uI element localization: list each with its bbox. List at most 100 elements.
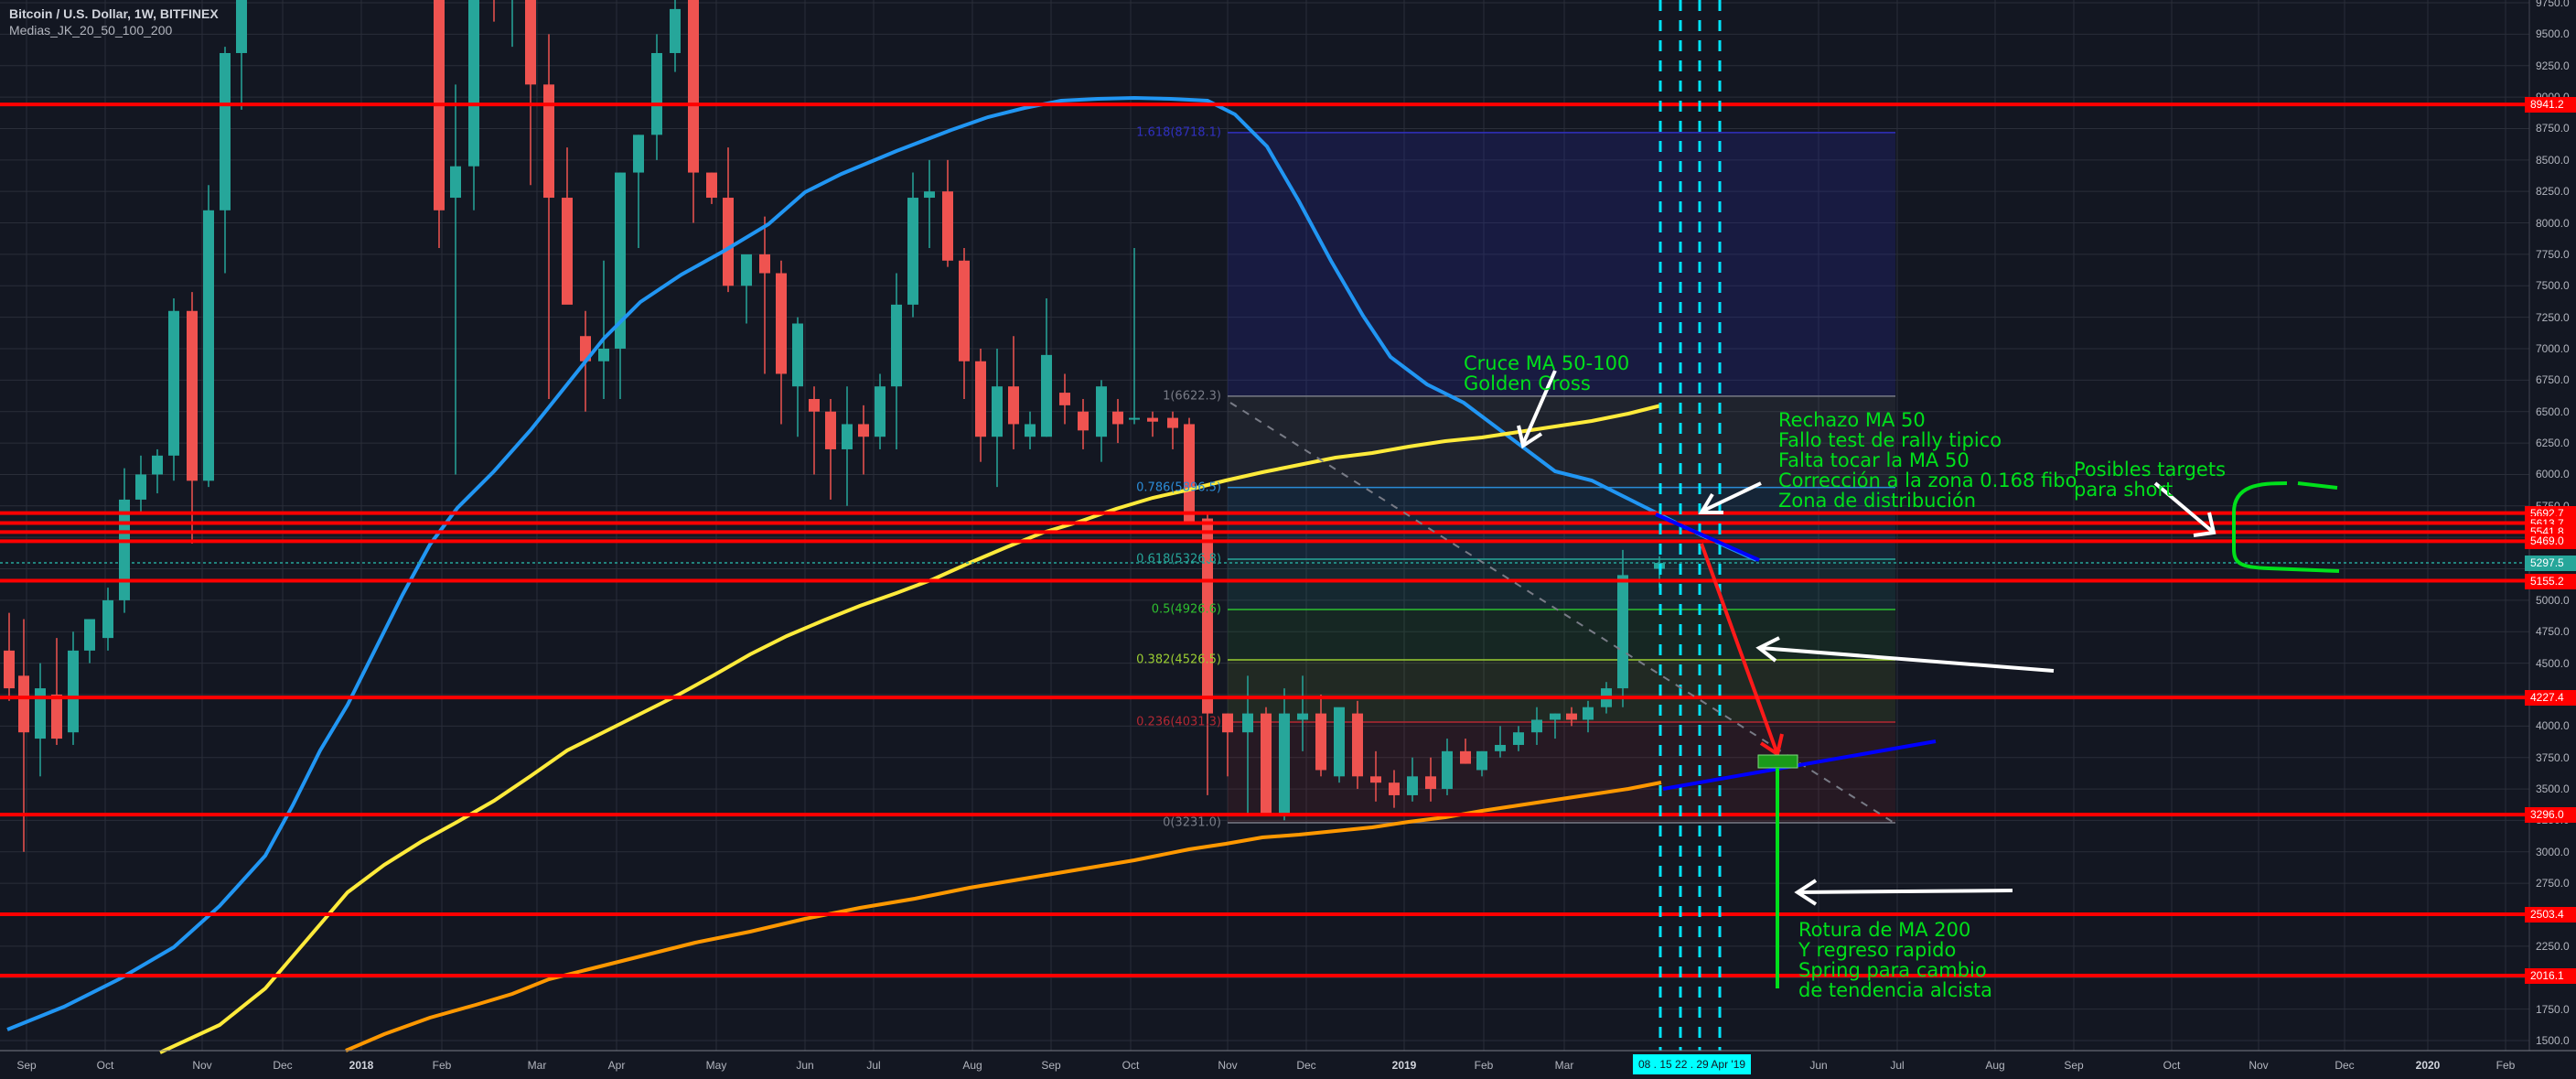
target-box[interactable] xyxy=(1757,754,1798,769)
annotation-targets[interactable]: Posibles targets para short xyxy=(2074,459,2227,501)
horizontal-levels xyxy=(0,103,2529,978)
price-tick: 7500.0 xyxy=(2536,279,2570,293)
fib-label-0-5: 0.5(4926.6) xyxy=(1151,602,1221,617)
candle xyxy=(1617,549,1628,707)
candle xyxy=(84,619,95,664)
candle xyxy=(975,348,986,462)
candle xyxy=(1370,750,1381,802)
candle xyxy=(759,216,770,374)
price-tick: 2250.0 xyxy=(2536,939,2570,953)
candle xyxy=(688,0,699,223)
price-tick: 5000.0 xyxy=(2536,593,2570,607)
candles xyxy=(4,0,1665,852)
candle xyxy=(187,292,198,545)
time-label: May xyxy=(705,1059,727,1072)
ma20-line xyxy=(6,95,1757,1031)
price-tick: 9250.0 xyxy=(2536,59,2570,72)
candle xyxy=(511,0,513,48)
candle xyxy=(1334,707,1345,783)
candle xyxy=(152,448,163,494)
candle xyxy=(493,0,495,22)
candle xyxy=(1096,380,1107,462)
candle xyxy=(1147,411,1158,437)
candle xyxy=(633,135,644,249)
candle xyxy=(598,260,609,399)
time-label: 2018 xyxy=(349,1059,374,1072)
price-level-label: 3296.0 xyxy=(2525,807,2576,824)
time-label: Oct xyxy=(2163,1059,2181,1072)
candle xyxy=(1184,417,1195,525)
arrow-ma200 xyxy=(1797,889,2013,894)
candle xyxy=(1476,750,1487,777)
time-label: Dec xyxy=(1296,1059,1316,1072)
time-label: 2020 xyxy=(2415,1059,2441,1072)
arrow-rechazo-head xyxy=(1698,492,1723,514)
time-label: Feb xyxy=(432,1059,452,1072)
price-tick: 8750.0 xyxy=(2536,122,2570,135)
price-level-label: 2016.1 xyxy=(2525,968,2576,985)
candle xyxy=(842,386,853,506)
price-tick: 7750.0 xyxy=(2536,247,2570,261)
grid xyxy=(0,0,2529,1051)
candle xyxy=(809,386,820,475)
candle xyxy=(1389,770,1400,808)
candle xyxy=(1025,411,1036,449)
resistance-trend-line[interactable] xyxy=(1655,513,1760,562)
candle xyxy=(792,317,803,437)
projection-arrow[interactable] xyxy=(1700,543,1779,755)
candle xyxy=(1202,512,1213,795)
candle xyxy=(907,172,918,318)
price-tick: 1750.0 xyxy=(2536,1002,2570,1016)
candle xyxy=(1495,726,1506,758)
candle xyxy=(992,348,1003,488)
candle xyxy=(450,84,461,475)
candle xyxy=(776,260,787,425)
candle xyxy=(1261,707,1272,815)
arrow-fib-zone xyxy=(1760,646,2055,673)
candle xyxy=(1041,298,1052,437)
candle xyxy=(135,455,146,513)
candle xyxy=(723,147,734,293)
price-level-label: 8941.2 xyxy=(2525,97,2576,113)
arrow-golden-cross xyxy=(1521,370,1557,445)
time-label: Mar xyxy=(1554,1059,1574,1072)
candle xyxy=(891,273,902,449)
time-label: Sep xyxy=(2064,1059,2084,1072)
price-tick: 8000.0 xyxy=(2536,216,2570,230)
arrow-golden-cross-head xyxy=(1517,425,1543,449)
annotation-rotura[interactable]: Rotura de MA 200 Y regreso rapido Spring… xyxy=(1798,919,1992,1001)
candle xyxy=(615,172,626,399)
arrow-targets-head xyxy=(2193,512,2216,537)
candle xyxy=(1112,398,1123,444)
time-label: Feb xyxy=(1474,1059,1494,1072)
annotation-golden-cross[interactable]: Cruce MA 50-100 Golden Cross xyxy=(1464,352,1630,394)
arrow-ma200-head xyxy=(1794,879,1818,906)
ma50-line xyxy=(159,404,1662,1054)
candle xyxy=(35,663,46,777)
time-label: Dec xyxy=(2334,1059,2355,1072)
support-trend-line[interactable] xyxy=(1662,739,1937,791)
candle xyxy=(825,398,836,500)
candle xyxy=(1407,757,1418,802)
targets-bracket-dash xyxy=(2297,481,2338,490)
fib-label-0-618: 0.618(5326.8) xyxy=(1136,552,1221,566)
ma200-line xyxy=(345,781,1662,1052)
time-label: Jun xyxy=(1809,1059,1828,1072)
annotation-rechazo[interactable]: Rechazo MA 50 Fallo test de rally tipico… xyxy=(1778,409,2077,512)
arrow-rechazo xyxy=(1702,481,1762,513)
price-level-label: 2503.4 xyxy=(2525,907,2576,923)
arrow-fib-zone-head xyxy=(1755,636,1780,663)
candle xyxy=(1129,248,1140,425)
candle xyxy=(1583,700,1594,733)
price-tick: 9750.0 xyxy=(2536,0,2570,9)
price-tick: 6500.0 xyxy=(2536,405,2570,418)
chart-legend: Bitcoin / U.S. Dollar, 1W, BITFINEX Medi… xyxy=(9,5,219,38)
candle xyxy=(525,0,536,186)
candle xyxy=(875,373,886,449)
symbol-title[interactable]: Bitcoin / U.S. Dollar, 1W, BITFINEX xyxy=(9,6,219,21)
indicator-name[interactable]: Medias_JK_20_50_100_200 xyxy=(9,23,173,38)
fib-label-1-618: 1.618(8718.1) xyxy=(1136,125,1221,140)
time-label: Mar xyxy=(527,1059,547,1072)
candle xyxy=(741,254,752,324)
